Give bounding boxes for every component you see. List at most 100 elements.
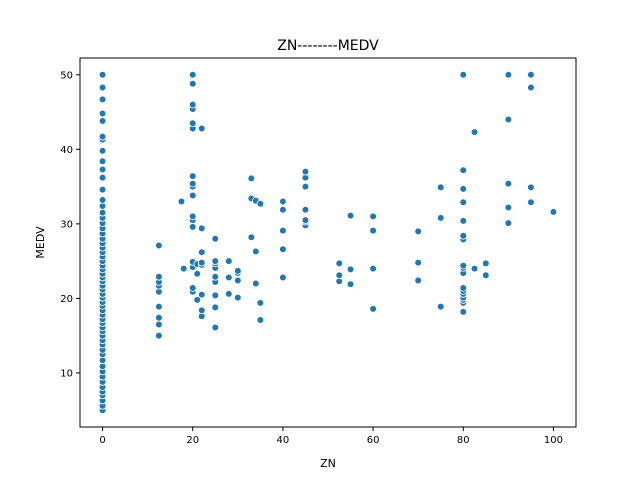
data-point	[369, 212, 377, 221]
chart-title: ZN--------MEDV	[277, 38, 379, 54]
data-point	[252, 247, 260, 256]
data-point	[188, 284, 197, 292]
x-tick-label: 100	[544, 435, 563, 446]
data-point	[225, 257, 233, 265]
data-point	[155, 272, 163, 281]
data-point	[98, 208, 107, 217]
data-point	[155, 320, 163, 329]
y-tick-label: 30	[60, 219, 73, 230]
data-point	[197, 248, 206, 256]
data-point	[234, 293, 242, 302]
data-point	[470, 264, 479, 273]
data-point	[527, 70, 535, 79]
data-point	[436, 302, 445, 311]
data-point	[369, 264, 377, 273]
x-axis-label: ZN	[320, 457, 336, 470]
data-point	[234, 276, 242, 285]
data-point	[482, 271, 490, 280]
data-point	[188, 119, 197, 128]
data-point	[193, 296, 202, 304]
data-point	[197, 224, 206, 233]
data-point	[279, 226, 287, 235]
y-tick-label: 20	[60, 294, 73, 305]
data-point	[247, 174, 256, 183]
x-axis: 0 20 40 60 80 100	[99, 427, 563, 446]
data-point	[470, 128, 479, 136]
data-point	[482, 259, 490, 268]
data-point	[188, 223, 197, 231]
data-point	[98, 157, 107, 166]
data-point	[256, 199, 265, 208]
data-point	[98, 132, 107, 141]
data-point	[188, 79, 197, 88]
data-point	[459, 261, 468, 270]
data-point	[301, 182, 310, 191]
data-point	[197, 290, 206, 299]
data-point	[301, 216, 310, 224]
data-point	[234, 267, 242, 275]
data-point	[436, 183, 445, 192]
data-point	[197, 124, 206, 133]
data-point	[155, 331, 163, 340]
data-point	[98, 173, 107, 182]
data-point	[414, 258, 422, 267]
data-point	[256, 316, 265, 324]
data-point	[252, 279, 260, 288]
data-point	[279, 273, 287, 282]
data-point	[279, 205, 287, 214]
data-point	[504, 179, 513, 188]
data-point	[369, 226, 377, 235]
data-point	[504, 70, 513, 79]
data-point	[98, 83, 107, 92]
data-point	[179, 264, 188, 273]
data-point	[211, 303, 220, 312]
data-point	[98, 196, 107, 204]
y-tick-label: 10	[60, 368, 73, 379]
data-point	[346, 280, 355, 289]
x-tick-label: 0	[99, 435, 105, 446]
data-point	[225, 290, 233, 298]
data-point	[301, 167, 310, 176]
data-point	[279, 245, 287, 254]
data-point	[504, 115, 513, 124]
data-point	[211, 323, 220, 332]
data-point	[301, 205, 310, 214]
data-point	[459, 284, 468, 292]
data-point	[155, 302, 163, 311]
data-point	[98, 109, 107, 118]
data-point	[335, 259, 344, 268]
data-point	[346, 211, 355, 220]
data-point	[459, 166, 468, 174]
data-point	[459, 185, 468, 193]
data-point	[197, 258, 206, 267]
data-point	[98, 165, 107, 174]
plot-area	[79, 57, 577, 428]
data-point	[369, 305, 377, 313]
data-point	[188, 191, 197, 200]
x-tick-label: 40	[277, 435, 290, 446]
data-point	[256, 299, 265, 307]
y-tick-label: 50	[60, 70, 73, 81]
data-point	[335, 271, 344, 280]
data-point	[225, 273, 233, 282]
y-axis-label: MEDV	[34, 226, 47, 259]
data-point	[177, 197, 186, 206]
data-point	[98, 147, 107, 155]
data-point	[211, 257, 220, 265]
data-point	[459, 217, 468, 225]
data-point	[459, 70, 468, 79]
data-point	[549, 208, 558, 216]
data-point	[211, 234, 220, 243]
data-point	[279, 197, 287, 206]
data-point	[459, 308, 468, 316]
data-point	[155, 313, 163, 322]
data-point	[459, 231, 468, 240]
x-tick-label: 20	[186, 435, 199, 446]
data-point	[188, 70, 197, 79]
x-tick-label: 80	[457, 435, 470, 446]
data-point	[197, 306, 206, 315]
y-tick-label: 40	[60, 145, 73, 156]
data-point	[527, 83, 535, 92]
data-point	[247, 233, 256, 242]
